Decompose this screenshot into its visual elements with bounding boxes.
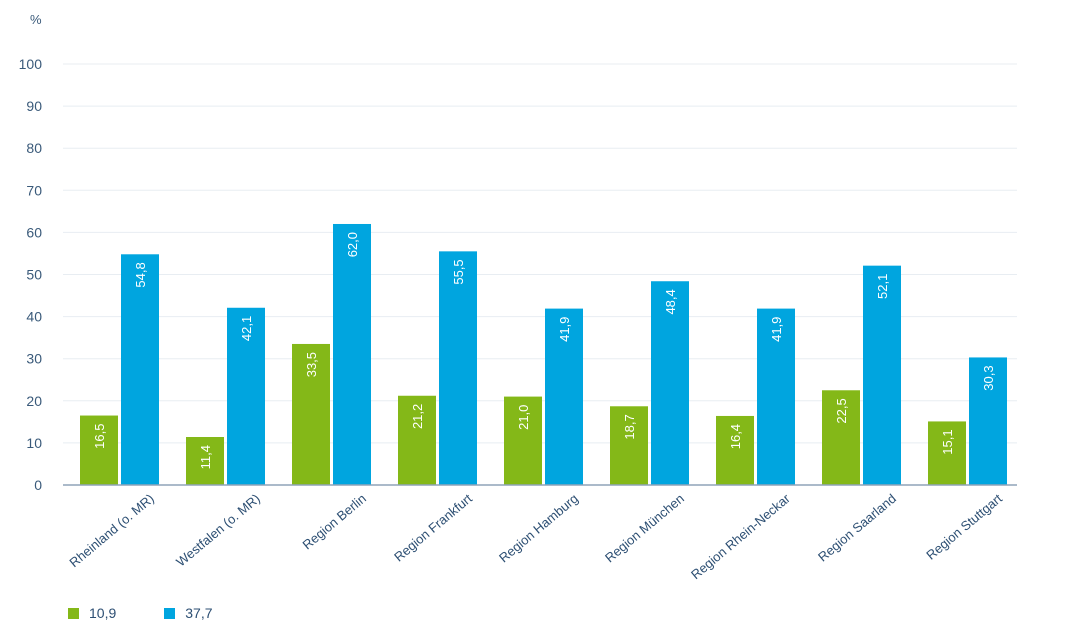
bar-series-1: [80, 415, 118, 485]
data-label: 16,5: [92, 424, 107, 449]
bar-series-2: [545, 308, 583, 485]
data-label: 54,8: [133, 262, 148, 287]
bar-series-1: [610, 406, 648, 485]
bar-series-2: [333, 223, 371, 486]
bar-series-1: [504, 396, 542, 485]
x-category-label: Region Hamburg: [496, 491, 581, 566]
data-label: 52,1: [875, 274, 890, 299]
data-label: 15,1: [940, 429, 955, 454]
y-tick-label: 70: [26, 182, 42, 198]
x-category-label: Region Saarland: [815, 491, 899, 565]
bar-series-2: [651, 281, 689, 485]
y-tick-label: 50: [26, 267, 42, 283]
bar-series-1: [186, 437, 224, 485]
bar-series-2: [757, 308, 795, 485]
y-tick-label: 90: [26, 98, 42, 114]
data-label: 16,4: [728, 424, 743, 449]
bar-series-2: [227, 307, 265, 485]
data-label: 48,4: [663, 289, 678, 314]
y-tick-label: 60: [26, 224, 42, 240]
data-labels: 16,5 54,8 11,4 42,1 33,5 62,0 21,2 55,5 21,0 41,9…: [92, 232, 996, 469]
legend-label-series-2: 37,7: [185, 605, 213, 621]
bar-series-2: [439, 251, 477, 485]
y-tick-label: 0: [34, 477, 42, 493]
data-label: 30,3: [981, 365, 996, 390]
legend: 10,9 37,7: [68, 605, 261, 621]
data-label: 18,7: [622, 414, 637, 439]
data-label: 62,0: [345, 232, 360, 257]
y-tick-label: 40: [26, 309, 42, 325]
bar-series-1: [716, 415, 754, 485]
bar-series-1: [822, 390, 860, 485]
legend-label-series-1: 10,9: [89, 605, 117, 621]
legend-item-series-2: 37,7: [164, 605, 213, 621]
data-label: 41,9: [557, 317, 572, 342]
bar-series-2: [969, 357, 1007, 485]
data-label: 21,0: [516, 405, 531, 430]
x-category-label: Region Frankfurt: [391, 491, 475, 565]
y-axis-ticks: 0 10 20 30 40 50 60 70 80 90 100: [19, 56, 43, 493]
bar-series-1: [398, 395, 436, 485]
data-label: 42,1: [239, 316, 254, 341]
data-label: 33,5: [304, 352, 319, 377]
x-axis-categories: Rheinland (o. MR) Westfalen (o. MR) Region…: [66, 490, 1005, 582]
bars: [80, 223, 1007, 486]
x-category-label: Westfalen (o. MR): [173, 491, 263, 570]
legend-swatch-series-1: [68, 607, 79, 619]
data-label: 22,5: [834, 398, 849, 423]
y-tick-label: 80: [26, 140, 42, 156]
y-tick-label: 100: [19, 56, 43, 72]
legend-item-series-1: 10,9: [68, 605, 116, 621]
bar-series-2: [863, 265, 901, 485]
x-category-label: Region Berlin: [299, 491, 368, 553]
bar-series-1: [292, 343, 330, 485]
legend-swatch-series-2: [164, 607, 176, 619]
y-tick-label: 30: [26, 351, 42, 367]
y-axis-unit-label: %: [30, 12, 42, 27]
x-category-label: Rheinland (o. MR): [66, 491, 156, 570]
data-label: 41,9: [769, 317, 784, 342]
x-category-label: Region München: [602, 491, 687, 566]
gridlines: [63, 63, 1017, 444]
y-tick-label: 10: [26, 435, 42, 451]
y-tick-label: 20: [26, 393, 42, 409]
bar-series-1: [928, 421, 966, 485]
data-label: 11,4: [198, 445, 213, 469]
data-label: 21,2: [410, 404, 425, 429]
x-category-label: Region Stuttgart: [923, 491, 1005, 563]
x-category-label: Region Rhein-Neckar: [688, 490, 793, 582]
data-label: 55,5: [451, 259, 466, 284]
bar-series-2: [121, 254, 159, 485]
